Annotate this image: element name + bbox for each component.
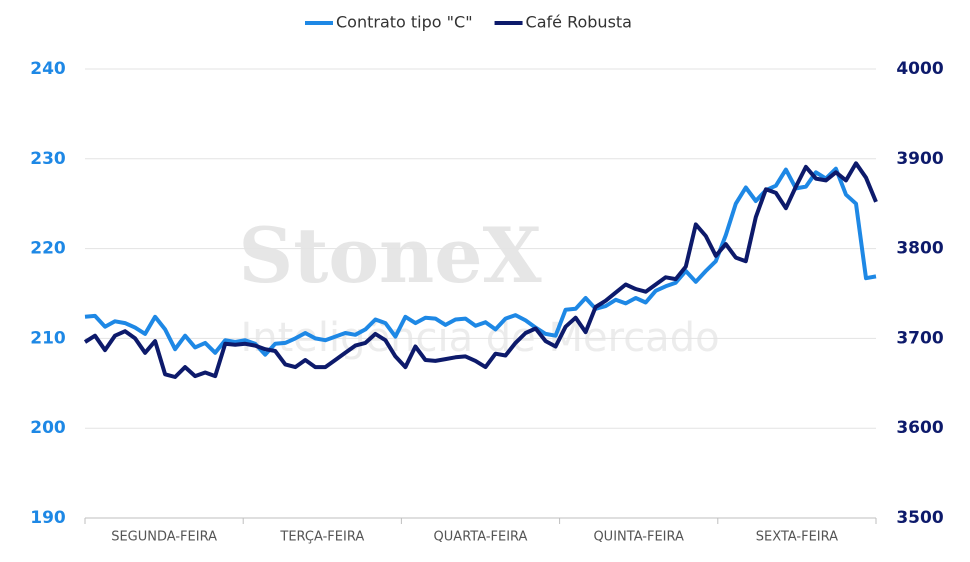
x-tick-label: TERÇA-FEIRA: [279, 530, 364, 545]
x-tick-label: SEGUNDA-FEIRA: [111, 530, 217, 545]
y2-tick-label: 3800: [896, 239, 943, 259]
y-tick-label: 230: [30, 149, 66, 169]
legend-label: Café Robusta: [526, 13, 632, 32]
series-line: [83, 161, 878, 379]
y2-tick-label: 3700: [896, 328, 943, 348]
watermark: StoneX: [238, 211, 541, 300]
y2-tick-label: 3600: [896, 418, 943, 438]
y-tick-label: 210: [30, 328, 66, 348]
y-tick-label: 220: [30, 239, 66, 259]
legend: Contrato tipo "C" Café Robusta: [305, 13, 632, 32]
y2-tick-label: 3900: [896, 149, 943, 169]
y2-tick-label: 4000: [896, 59, 943, 79]
x-tick-label: QUARTA-FEIRA: [434, 530, 528, 545]
x-tick-label: SEXTA-FEIRA: [756, 530, 838, 545]
y-tick-label: 200: [30, 418, 66, 438]
y-tick-label: 240: [30, 59, 66, 79]
y-tick-label: 190: [30, 508, 66, 528]
y2-tick-label: 3500: [896, 508, 943, 528]
x-tick-label: QUINTA-FEIRA: [593, 530, 684, 545]
series-line: [84, 166, 877, 357]
legend-label: Contrato tipo "C": [336, 13, 473, 32]
